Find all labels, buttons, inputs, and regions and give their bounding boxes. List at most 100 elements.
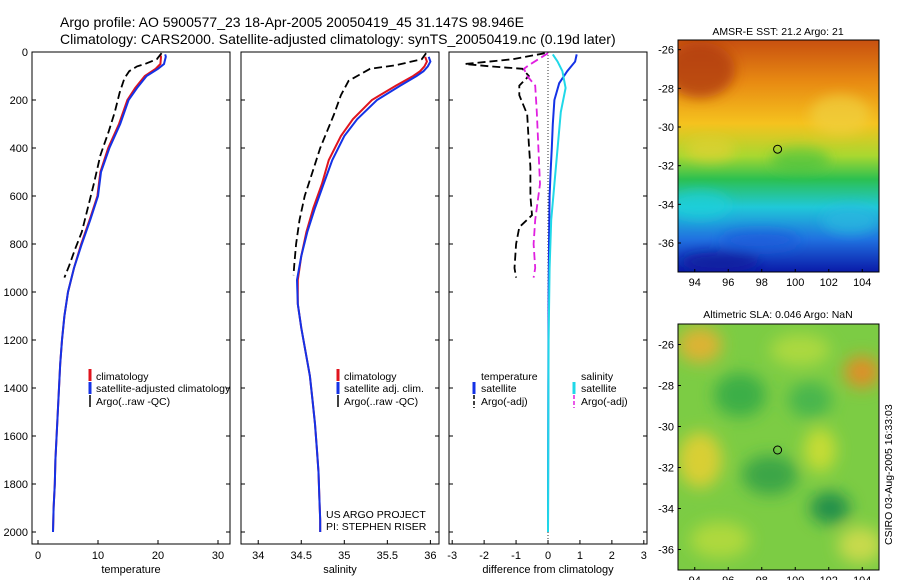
x-tick-label: 34.5 [291, 550, 312, 562]
depth-tick-label: 1400 [4, 383, 28, 395]
x-tick-label: 2 [609, 550, 615, 562]
lat-tick-label: -34 [658, 504, 674, 516]
x-tick-label: -3 [447, 550, 457, 562]
lon-tick-label: 104 [853, 277, 871, 289]
series-satellite-adjusted-climatology-line [52, 54, 167, 533]
depth-tick-label: 800 [10, 239, 28, 251]
sla-lon-ticks: 94 96 98 100 102 104 [689, 567, 871, 580]
temperature-panel: 0 200 400 600 800 1000 1200 1400 1600 1800 2000 0 1… [4, 47, 647, 576]
legend-temp-satellite-label: satellite [481, 383, 517, 395]
legend-salinity-heading: salinity [581, 371, 614, 383]
legend-temp-argo-label: Argo(-adj) [481, 396, 528, 408]
temperature-series [52, 52, 167, 533]
temperature-depth-ticks: 0 200 400 600 800 1000 1200 1400 1600 1800 2000 [4, 47, 647, 539]
depth-tick-label: 600 [10, 191, 28, 203]
lat-tick-label: -26 [658, 340, 674, 352]
temperature-x-ticks: 0 10 20 30 [35, 540, 224, 562]
series-satellite-line [547, 54, 578, 533]
sla-argo-location-marker [773, 445, 783, 455]
depth-tick-label: 1600 [4, 431, 28, 443]
legend-argo-label: Argo(..raw -QC) [96, 396, 170, 408]
sst-map-title: AMSR-E SST: 21.2 Argo: 21 [712, 26, 843, 38]
temperature-axis-label: temperature [101, 564, 160, 576]
lat-tick-label: -36 [658, 238, 674, 250]
sst-map-frame [677, 39, 880, 273]
lon-tick-label: 96 [722, 575, 734, 580]
legend-satellite-label: satellite-adjusted climatology [96, 383, 231, 395]
lat-tick-label: -36 [658, 545, 674, 557]
x-tick-label: 10 [92, 550, 104, 562]
salinity-x-ticks: 34 34.5 35 35.5 36 [252, 540, 437, 562]
series-argo-raw-qc-line [292, 52, 427, 276]
series-argo-raw-qc-line [63, 52, 163, 278]
lat-tick-label: -28 [658, 381, 674, 393]
series-climatology-line [52, 53, 163, 533]
sst-lat-ticks: -26 -28 -30 -32 -34 -36 [658, 45, 681, 250]
lon-tick-label: 102 [820, 277, 838, 289]
difference-axis-label: difference from climatology [482, 564, 614, 576]
x-tick-label: 0 [35, 550, 41, 562]
depth-tick-label: 1800 [4, 479, 28, 491]
x-tick-label: 35 [338, 550, 350, 562]
difference-legend: temperature satellite Argo(-adj) salinit… [472, 371, 628, 408]
lat-tick-label: -32 [658, 463, 674, 475]
legend-climatology-label: climatology [344, 371, 397, 383]
temperature-legend: climatology satellite-adjusted climatolo… [88, 369, 231, 408]
x-tick-label: -2 [479, 550, 489, 562]
lon-tick-label: 104 [853, 575, 871, 580]
lat-tick-label: -32 [658, 161, 674, 173]
depth-tick-label: 400 [10, 143, 28, 155]
sla-lat-ticks: -26 -28 -30 -32 -34 -36 [658, 340, 681, 557]
lon-tick-label: 98 [756, 575, 768, 580]
temperature-axes-frame [31, 51, 231, 545]
series-argo-adj-line [464, 52, 545, 278]
depth-tick-label: 1200 [4, 335, 28, 347]
timestamp-credit: CSIRO 03-Aug-2005 16:33:03 [883, 404, 895, 545]
x-tick-label: -1 [511, 550, 521, 562]
difference-series [464, 52, 578, 533]
figure-title-line2: Climatology: CARS2000. Satellite-adjuste… [60, 31, 616, 47]
salinity-legend: climatology satellite adj. clim. Argo(..… [336, 369, 424, 408]
lon-tick-label: 98 [756, 277, 768, 289]
sla-map-title: Altimetric SLA: 0.046 Argo: NaN [703, 309, 852, 321]
lon-tick-label: 94 [689, 575, 701, 580]
x-tick-label: 20 [152, 550, 164, 562]
lon-tick-label: 100 [786, 277, 804, 289]
series-argo-adj-line [522, 52, 549, 278]
lon-tick-label: 102 [820, 575, 838, 580]
x-tick-label: 36 [424, 550, 436, 562]
lon-tick-label: 96 [722, 277, 734, 289]
sla-map-frame [677, 323, 880, 571]
difference-panel: -3 -2 -1 0 1 2 3 difference from climatology t… [447, 51, 648, 576]
legend-climatology-label: climatology [96, 371, 149, 383]
lon-tick-label: 100 [786, 575, 804, 580]
salinity-series [292, 52, 432, 532]
lat-tick-label: -26 [658, 45, 674, 57]
sst-map-panel: AMSR-E SST: 21.2 Argo: 21 94 96 98 100 102 10… [658, 26, 880, 289]
salinity-axes-frame [240, 51, 440, 545]
legend-satellite-label: satellite adj. clim. [344, 383, 424, 395]
x-tick-label: 0 [545, 550, 551, 562]
sla-map-panel: Altimetric SLA: 0.046 Argo: NaN 94 96 98 10… [658, 309, 880, 580]
x-tick-label: 3 [641, 550, 647, 562]
x-tick-label: 35.5 [377, 550, 398, 562]
credit-project: US ARGO PROJECT [326, 509, 426, 521]
depth-tick-label: 2000 [4, 527, 28, 539]
depth-tick-label: 1000 [4, 287, 28, 299]
difference-x-ticks: -3 -2 -1 0 1 2 3 [447, 540, 647, 562]
depth-tick-label: 200 [10, 95, 28, 107]
lat-tick-label: -28 [658, 83, 674, 95]
x-tick-label: 1 [577, 550, 583, 562]
lon-tick-label: 94 [689, 277, 701, 289]
legend-sal-satellite-label: satellite [581, 383, 617, 395]
credit-pi: PI: STEPHEN RISER [326, 521, 427, 533]
salinity-panel: 34 34.5 35 35.5 36 salinity climatology sate… [240, 51, 440, 576]
sst-lon-ticks: 94 96 98 100 102 104 [689, 269, 871, 289]
series-satellite-adj-clim-line [295, 56, 432, 532]
legend-sal-argo-label: Argo(-adj) [581, 396, 628, 408]
sst-argo-location-marker [773, 144, 783, 154]
legend-temperature-heading: temperature [481, 371, 538, 383]
figure-title-line1: Argo profile: AO 5900577_23 18-Apr-2005 … [60, 14, 524, 30]
x-tick-label: 34 [252, 550, 264, 562]
